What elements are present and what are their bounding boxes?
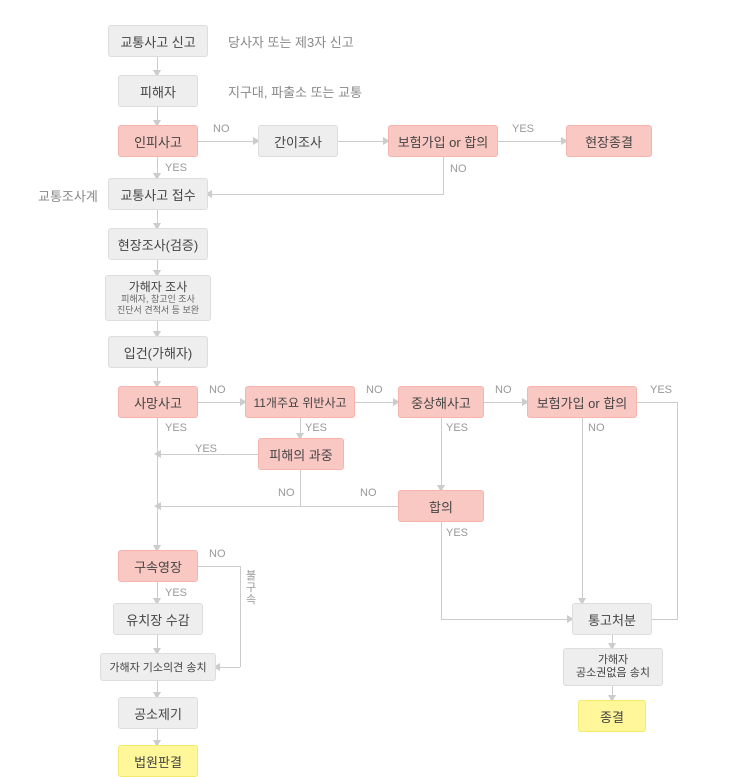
edge-yes-3: YES — [165, 422, 187, 434]
node-close: 종결 — [578, 700, 646, 732]
annot-report-desc: 당사자 또는 제3자 신고 — [228, 32, 354, 51]
node-offender: 가해자 조사 피해자, 참고인 조사진단서 견적서 등 보완 — [105, 275, 211, 321]
edge-yes-2: YES — [165, 162, 187, 174]
node-ins1: 보험가입 or 합의 — [388, 125, 498, 157]
edge-no-4: NO — [366, 384, 383, 396]
node-detain: 유치장 수감 — [113, 603, 203, 635]
node-report: 교통사고 신고 — [108, 25, 208, 57]
node-notice: 통고처분 — [572, 603, 652, 635]
node-ins2: 보험가입 or 합의 — [527, 386, 637, 418]
node-send2: 가해자 공소권없음 송치 — [563, 648, 663, 686]
flowchart-canvas: 교통사고 신고 피해자 인피사고 간이조사 보험가입 or 합의 현장종결 교통… — [0, 0, 735, 771]
edge-no-2: NO — [450, 163, 467, 175]
edge-no-6: NO — [588, 422, 605, 434]
edge-yes-5: YES — [446, 422, 468, 434]
edge-yes-1: YES — [512, 123, 534, 135]
node-send1: 가해자 기소의견 송치 — [100, 653, 216, 681]
node-eleven: 11개주요 위반사고 — [245, 386, 355, 418]
node-injury: 인피사고 — [118, 125, 198, 157]
annot-victim-desc: 지구대, 파출소 또는 교통 — [228, 82, 362, 101]
edge-no-1: NO — [213, 123, 230, 135]
edge-yes-7: YES — [195, 443, 217, 455]
edge-no-3: NO — [209, 384, 226, 396]
node-victim: 피해자 — [118, 75, 198, 107]
edge-yes-6: YES — [650, 384, 672, 396]
edge-yes-4: YES — [305, 422, 327, 434]
node-simple: 간이조사 — [258, 125, 338, 157]
node-death: 사망사고 — [118, 386, 198, 418]
node-offender-sub: 피해자, 참고인 조사진단서 견적서 등 보완 — [117, 294, 199, 316]
node-verdict: 법원판결 — [118, 745, 198, 777]
node-agree: 합의 — [398, 490, 484, 522]
node-warrant: 구속영장 — [118, 550, 198, 582]
node-onsite-end: 현장종결 — [566, 125, 652, 157]
annot-receipt-team: 교통조사계 — [38, 186, 98, 205]
node-send2-title: 가해자 — [598, 654, 628, 667]
edge-no-7: NO — [278, 487, 295, 499]
node-prosecute: 공소제기 — [118, 697, 198, 729]
node-serious: 중상해사고 — [398, 386, 484, 418]
edge-no-5: NO — [495, 384, 512, 396]
node-severity: 피해의 과중 — [258, 438, 344, 470]
edge-no-8: NO — [360, 487, 377, 499]
node-book: 입건(가해자) — [108, 336, 208, 368]
edge-yes-8: YES — [446, 527, 468, 539]
edge-yes-9: YES — [165, 587, 187, 599]
edge-no-9: NO — [209, 548, 226, 560]
node-receipt: 교통사고 접수 — [108, 178, 208, 210]
edge-bul: 불 구 속 — [246, 570, 256, 606]
node-send2-sub: 공소권없음 송치 — [576, 667, 650, 680]
node-offender-title: 가해자 조사 — [129, 280, 188, 294]
node-scene: 현장조사(검증) — [108, 228, 208, 260]
